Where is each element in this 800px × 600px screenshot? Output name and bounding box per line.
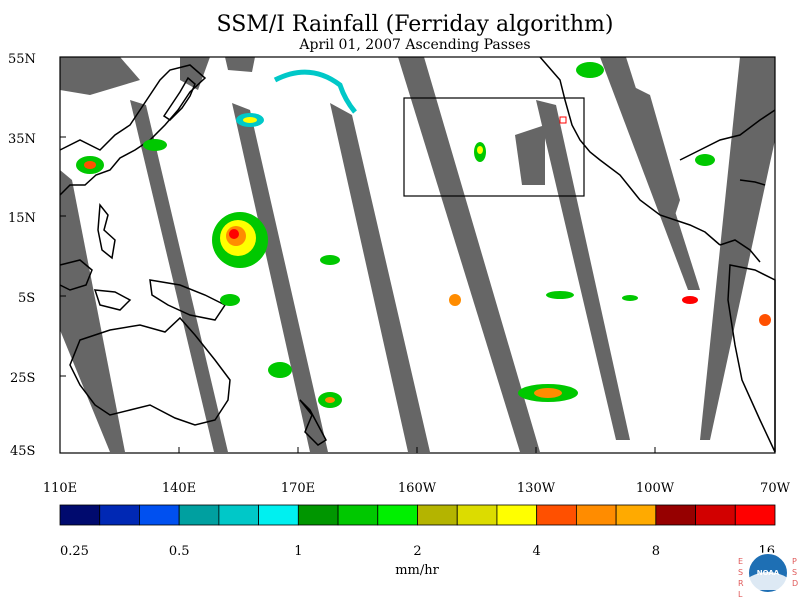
swath-4 [330,103,430,452]
caribbean [739,179,766,186]
lon-label: 110E [43,481,77,496]
swath-12 [60,57,140,95]
region-box [403,97,585,197]
coastlines [59,56,776,453]
lat-label: 5S [18,291,35,306]
colorbar-swatch [536,504,577,526]
philippines [97,203,116,260]
south-america [727,264,776,453]
swath-13 [225,57,255,72]
colorbar-tick-label: 4 [533,544,541,559]
colorbar-swatch [99,504,140,526]
swath-1 [60,170,125,452]
borneo-indonesia [59,259,132,311]
swath-10 [620,80,680,230]
noaa-logo: NOAA [747,552,789,594]
asia-coast [59,64,207,196]
noaa-logo-text: NOAA [757,569,780,577]
colorbar-swatch [695,504,736,526]
colorbar-swatch [575,504,617,526]
colorbar-swatch [456,504,498,526]
colorbar-swatch [297,504,339,526]
colorbar-swatch [496,504,538,526]
lat-label: 35N [8,132,36,147]
colorbar-tick-label: 1 [294,544,302,559]
colorbar-swatch [139,504,180,526]
swath-8 [600,57,700,290]
new-guinea [149,279,227,321]
colorbar-tick-label: 8 [652,544,660,559]
lat-label: 55N [8,52,36,67]
missing-data-swaths [60,57,775,452]
map-subtitle: April 01, 2007 Ascending Passes [298,37,530,53]
colorbar-tick-label: 2 [413,544,421,559]
map-title: SSM/I Rainfall (Ferriday algorithm) [217,12,614,37]
lat-label: 25S [10,371,35,386]
lat-axis: 55N 35N 15N 5S 25S 45S [8,52,66,459]
lat-label: 45S [10,444,35,459]
point-marker [559,116,567,124]
colorbar-tick-label: 0.5 [169,544,190,559]
colorbar-swatch [377,504,418,526]
colorbar-ticks: 0.25 0.5 1 2 4 8 16 [60,544,775,559]
new-zealand [299,399,327,446]
colorbar-swatch [178,504,220,526]
lon-label: 100W [636,481,675,496]
north-america-west [539,56,721,246]
lat-label: 15N [8,211,36,226]
colorbar-swatch [734,504,776,526]
lon-axis: 110E 140E 170E 160W 130W 100W 70W [43,447,791,496]
swath-7 [536,100,630,440]
swath-5 [398,57,540,452]
lon-label: 170E [281,481,315,496]
colorbar-swatch [258,504,299,526]
colorbar [59,504,776,526]
japan [162,76,196,121]
colorbar-swatch [59,504,101,526]
swath-3 [232,103,328,452]
colorbar-swatch [218,504,260,526]
colorbar-swatch [655,504,696,526]
swath-2 [130,100,228,452]
central-america [719,239,761,263]
colorbar-swatch [417,504,458,526]
gulf-coast [679,109,776,161]
australia [69,316,231,426]
lon-label: 140E [162,481,196,496]
colorbar-units: mm/hr [395,563,439,578]
colorbar-tick-label: 0.25 [60,544,89,559]
map-panel [59,56,776,454]
swath-9 [700,57,775,440]
rainfall-patches [76,62,771,408]
swath-6 [515,125,545,185]
lon-label: 160W [398,481,437,496]
colorbar-swatch [615,504,657,526]
lon-label: 70W [760,481,791,496]
colorbar-swatch [337,504,379,526]
lon-label: 130W [517,481,556,496]
